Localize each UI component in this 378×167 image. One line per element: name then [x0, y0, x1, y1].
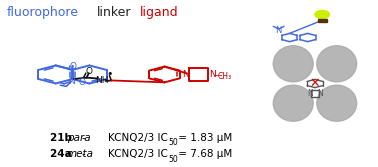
Text: ✕: ✕: [310, 77, 320, 90]
Ellipse shape: [315, 10, 330, 19]
Text: fluorophore: fluorophore: [7, 6, 79, 19]
Text: 50: 50: [169, 138, 178, 147]
Text: O: O: [70, 62, 77, 71]
Text: linker: linker: [96, 6, 131, 19]
Text: 24a: 24a: [50, 149, 76, 159]
Ellipse shape: [273, 46, 313, 82]
Text: 50: 50: [169, 154, 178, 163]
Ellipse shape: [317, 46, 357, 82]
Text: N: N: [307, 89, 313, 98]
Text: = 7.68 μM: = 7.68 μM: [175, 149, 232, 159]
Text: O: O: [78, 78, 85, 87]
Text: -: -: [81, 133, 85, 143]
Text: CH₃: CH₃: [218, 72, 232, 81]
Text: O: O: [85, 67, 92, 76]
Text: N: N: [68, 77, 74, 86]
Text: N: N: [317, 89, 322, 98]
Text: = 1.83 μM: = 1.83 μM: [175, 133, 232, 143]
Text: NH: NH: [96, 76, 109, 85]
Text: N: N: [209, 70, 216, 79]
Text: —: —: [213, 72, 222, 81]
Text: ligand: ligand: [140, 6, 178, 19]
Bar: [318, 19, 327, 22]
Text: KCNQ2/3 IC: KCNQ2/3 IC: [108, 133, 168, 143]
Ellipse shape: [273, 85, 313, 121]
Text: para: para: [67, 133, 90, 143]
Ellipse shape: [317, 85, 357, 121]
Text: N: N: [276, 26, 282, 35]
Text: meta: meta: [67, 149, 93, 159]
Text: KCNQ2/3 IC: KCNQ2/3 IC: [108, 149, 168, 159]
Text: N: N: [183, 70, 189, 79]
Text: -: -: [82, 149, 85, 159]
Text: •: •: [106, 69, 113, 79]
Text: 21b: 21b: [50, 133, 76, 143]
